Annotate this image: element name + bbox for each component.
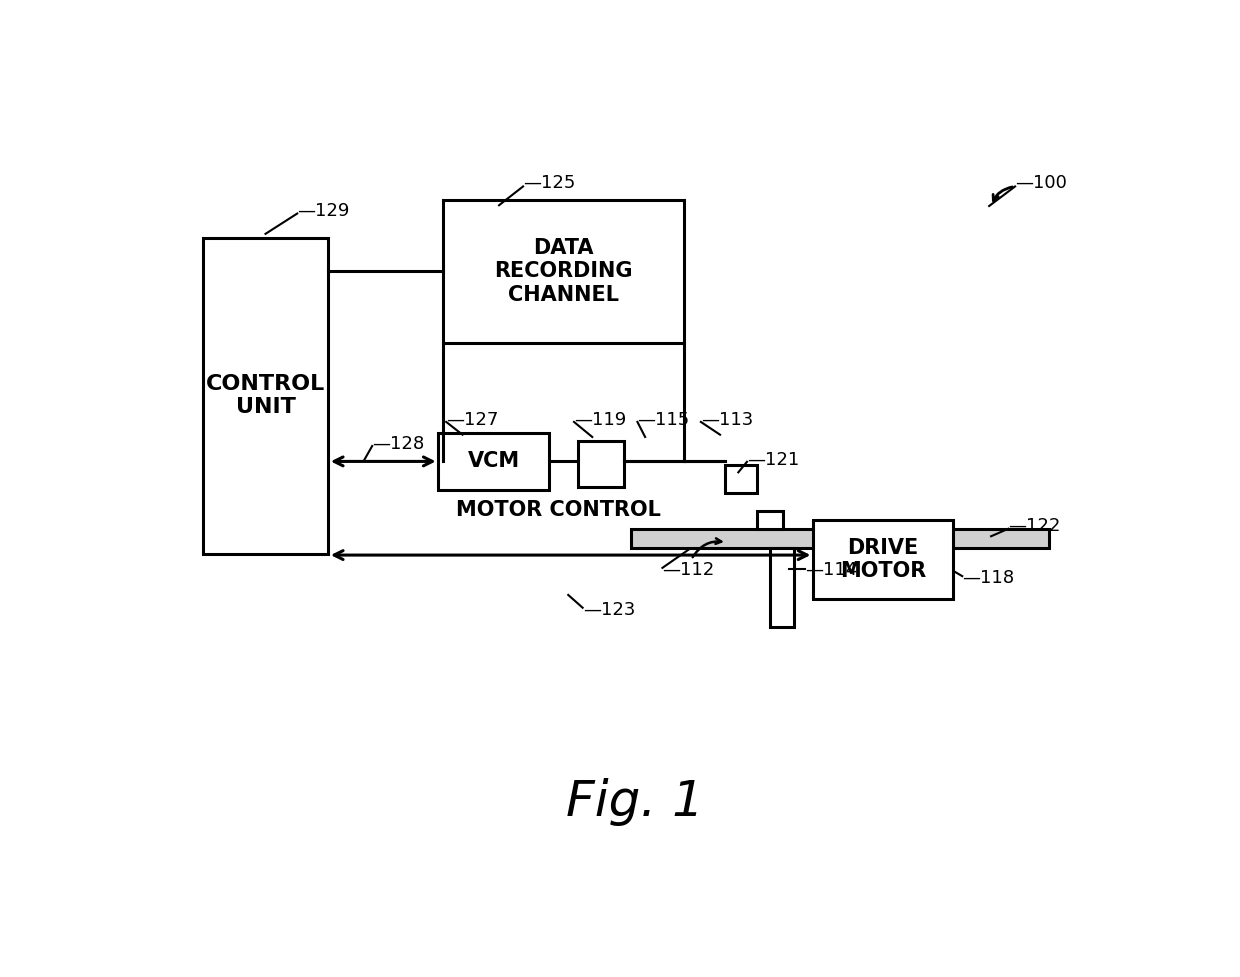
Text: DRIVE
MOTOR: DRIVE MOTOR: [839, 537, 926, 580]
Bar: [203, 237, 327, 554]
Text: —115: —115: [637, 410, 689, 429]
Text: —125: —125: [523, 175, 575, 192]
Bar: [813, 520, 952, 599]
Bar: [439, 433, 549, 489]
Bar: [444, 200, 683, 343]
Text: —121: —121: [746, 450, 800, 469]
Bar: [578, 441, 624, 488]
Text: —122: —122: [1008, 518, 1060, 535]
Bar: [756, 511, 784, 530]
Text: —123: —123: [583, 601, 635, 619]
Text: —129: —129: [298, 202, 350, 220]
Text: DATA
RECORDING
CHANNEL: DATA RECORDING CHANNEL: [495, 238, 632, 305]
Text: —113: —113: [701, 410, 753, 429]
Text: —119: —119: [574, 410, 626, 429]
Bar: [770, 548, 794, 627]
Text: Fig. 1: Fig. 1: [567, 778, 704, 826]
Text: —118: —118: [962, 569, 1014, 586]
Text: —112: —112: [662, 561, 714, 579]
Text: —127: —127: [446, 410, 498, 429]
Text: VCM: VCM: [467, 451, 520, 472]
Text: —128: —128: [372, 435, 424, 452]
Text: —100: —100: [1016, 175, 1066, 192]
Text: —114: —114: [805, 561, 857, 579]
Text: CONTROL
UNIT: CONTROL UNIT: [206, 374, 325, 417]
Bar: [631, 530, 1049, 548]
Bar: [725, 465, 756, 493]
Text: MOTOR CONTROL: MOTOR CONTROL: [456, 499, 661, 520]
